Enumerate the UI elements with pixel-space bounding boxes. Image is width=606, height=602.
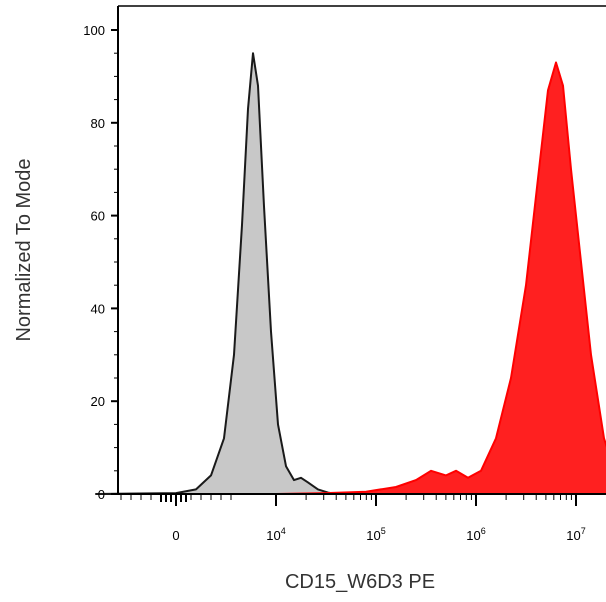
histogram-series-2 <box>115 61 606 495</box>
y-tick-label: 0 <box>98 487 105 502</box>
axes: 0 20 40 60 80 100 0 104 105 106 107 <box>83 5 606 543</box>
y-tick-label: 80 <box>91 116 105 131</box>
x-tick-label: 0 <box>172 528 179 543</box>
x-tick-label: 106 <box>466 526 485 543</box>
x-axis-title: CD15_W6D3 PE <box>285 571 435 593</box>
x-tick-label: 107 <box>566 526 585 543</box>
y-tick-label: 20 <box>91 394 105 409</box>
x-tick-label: 104 <box>266 526 285 543</box>
series-layer <box>95 52 606 495</box>
histogram-series-1 <box>95 52 337 495</box>
y-tick-label: 100 <box>83 23 105 38</box>
y-axis-title: Normalized To Mode <box>13 158 35 341</box>
y-tick-label: 60 <box>91 209 105 224</box>
x-tick-label: 105 <box>366 526 385 543</box>
y-tick-label: 40 <box>91 301 105 316</box>
